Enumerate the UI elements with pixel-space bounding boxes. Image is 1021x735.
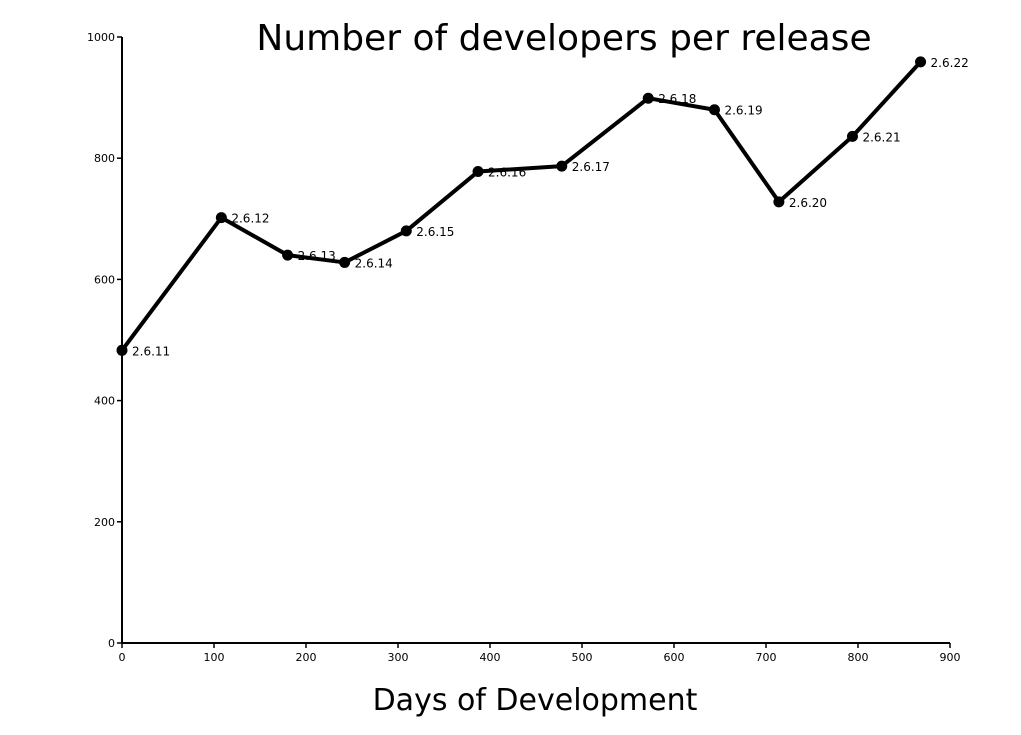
y-ticks: 0 200 400 600 800 1000 bbox=[87, 31, 122, 650]
x-tick-label-500: 500 bbox=[572, 651, 593, 664]
x-tick-label-300: 300 bbox=[388, 651, 409, 664]
data-point-2.6.20 bbox=[773, 196, 785, 208]
x-tick-label-900: 900 bbox=[940, 651, 961, 664]
data-point-2.6.14 bbox=[339, 256, 351, 268]
data-point-2.6.11 bbox=[116, 344, 128, 356]
y-tick-label-400: 400 bbox=[94, 395, 115, 408]
y-tick-label-200: 200 bbox=[94, 516, 115, 529]
x-tick-label-100: 100 bbox=[204, 651, 225, 664]
y-tick-label-600: 600 bbox=[94, 273, 115, 286]
data-point-2.6.12 bbox=[215, 212, 227, 224]
data-point-2.6.15 bbox=[400, 225, 412, 237]
x-ticks: 0 100 200 300 400 500 600 700 800 900 bbox=[119, 643, 961, 664]
point-label-2.6.21: 2.6.21 bbox=[862, 130, 900, 144]
series-line-0 bbox=[120, 60, 923, 352]
point-label-2.6.18: 2.6.18 bbox=[658, 92, 696, 106]
y-tick-label-800: 800 bbox=[94, 152, 115, 165]
x-tick-label-0: 0 bbox=[119, 651, 126, 664]
point-label-2.6.17: 2.6.17 bbox=[572, 160, 610, 174]
x-tick-label-400: 400 bbox=[480, 651, 501, 664]
chart-title: Number of developers per release bbox=[256, 18, 871, 59]
point-label-2.6.22: 2.6.22 bbox=[931, 56, 969, 70]
data-point-2.6.13 bbox=[282, 249, 294, 261]
point-label-2.6.19: 2.6.19 bbox=[724, 104, 762, 118]
x-tick-label-600: 600 bbox=[664, 651, 685, 664]
y-tick-label-1000: 1000 bbox=[87, 31, 115, 44]
point-label-2.6.14: 2.6.14 bbox=[355, 256, 393, 270]
point-labels: 2.6.11 2.6.12 2.6.13 2.6.14 2.6.15 2.6.16 2.6.… bbox=[132, 56, 969, 358]
data-points bbox=[116, 56, 927, 356]
data-point-2.6.22 bbox=[915, 56, 927, 68]
x-axis-label: Days of Development bbox=[373, 683, 698, 718]
x-tick-label-200: 200 bbox=[296, 651, 317, 664]
point-label-2.6.20: 2.6.20 bbox=[789, 196, 827, 210]
series-line-group bbox=[120, 60, 923, 352]
point-label-2.6.15: 2.6.15 bbox=[416, 225, 454, 239]
point-label-2.6.12: 2.6.12 bbox=[231, 212, 269, 226]
x-tick-label-700: 700 bbox=[756, 651, 777, 664]
data-point-2.6.16 bbox=[472, 166, 484, 178]
data-point-2.6.18 bbox=[642, 92, 654, 104]
axes bbox=[121, 37, 950, 644]
y-tick-label-0: 0 bbox=[108, 637, 115, 650]
data-point-2.6.19 bbox=[708, 104, 720, 116]
point-label-2.6.13: 2.6.13 bbox=[298, 249, 336, 263]
data-point-2.6.17 bbox=[556, 160, 568, 172]
point-label-2.6.11: 2.6.11 bbox=[132, 344, 170, 358]
x-tick-label-800: 800 bbox=[848, 651, 869, 664]
data-point-2.6.21 bbox=[846, 130, 858, 142]
point-label-2.6.16: 2.6.16 bbox=[488, 166, 526, 180]
